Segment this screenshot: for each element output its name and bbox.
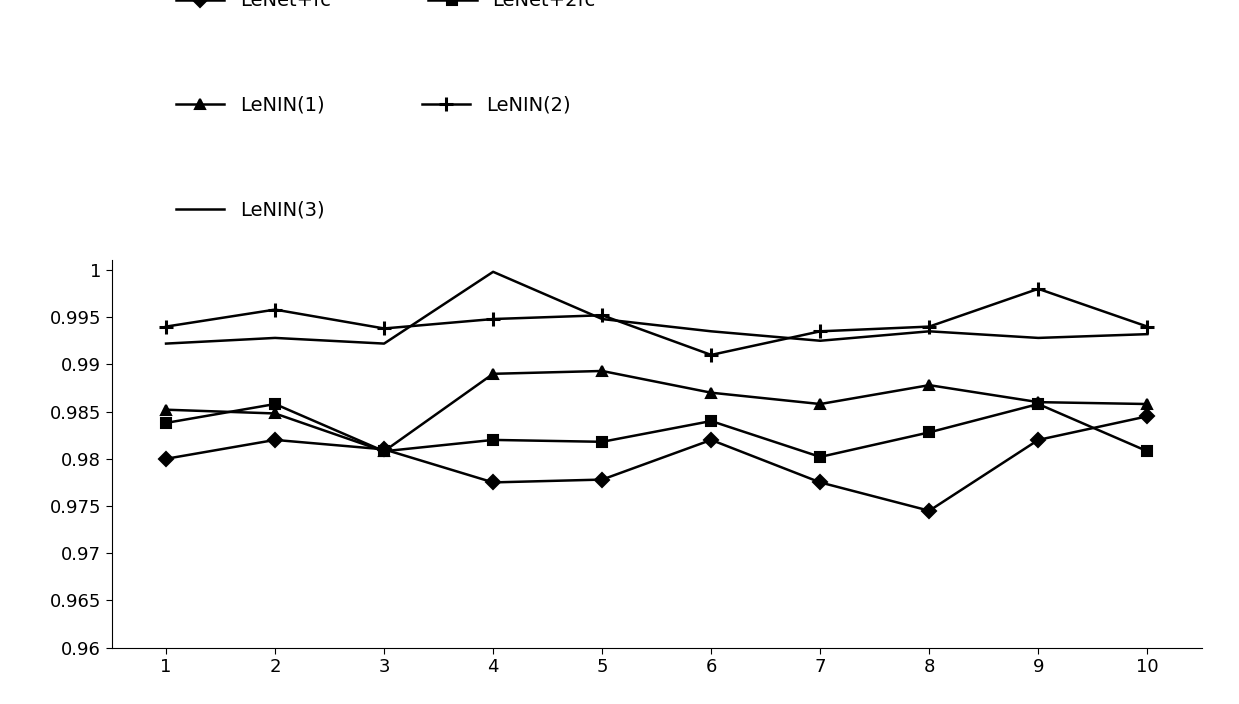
LeNIN(3) [813,337,828,345]
LeNIN(3) [704,327,719,336]
LeNIN(1) [159,406,173,414]
LeNet+2fc [595,438,610,446]
Line: LeNIN(2): LeNIN(2) [159,282,1155,362]
LeNet+2fc [486,436,501,444]
LeNIN(3) [1031,334,1046,342]
LeNet+fc [922,506,937,515]
LeNIN(1) [377,447,392,455]
LeNIN(1) [704,389,719,397]
LeNIN(3) [595,315,610,323]
LeNet+2fc [268,400,282,408]
LeNIN(2) [377,325,392,333]
LeNIN(1) [922,381,937,389]
LeNIN(2) [1140,322,1155,331]
LeNIN(1) [595,367,610,375]
LeNIN(1) [1140,400,1155,408]
LeNet+2fc [159,419,173,427]
LeNet+fc [1140,412,1155,420]
LeNIN(2) [922,322,937,331]
LeNet+fc [377,445,392,453]
LeNet+fc [159,455,173,463]
LeNet+2fc [813,453,828,461]
LeNet+2fc [922,428,937,436]
LeNet+2fc [1031,400,1046,408]
LeNIN(1) [486,370,501,378]
LeNet+fc [595,475,610,484]
LeNIN(3) [159,339,173,348]
Line: LeNet+2fc: LeNet+2fc [161,399,1152,462]
LeNet+fc [1031,436,1046,444]
Line: LeNIN(1): LeNIN(1) [161,366,1152,456]
LeNIN(2) [704,351,719,359]
LeNIN(1) [268,409,282,417]
LeNIN(2) [486,315,501,323]
LeNet+fc [486,478,501,486]
Legend: LeNIN(3): LeNIN(3) [176,201,325,220]
LeNIN(2) [595,311,610,320]
LeNIN(2) [159,322,173,331]
LeNet+fc [813,478,828,486]
Line: LeNet+fc: LeNet+fc [161,411,1152,515]
LeNIN(3) [377,339,392,348]
LeNet+2fc [704,417,719,425]
LeNIN(2) [268,306,282,314]
Line: LeNIN(3): LeNIN(3) [166,272,1147,344]
LeNIN(3) [1140,330,1155,339]
LeNIN(3) [486,268,501,276]
LeNet+2fc [1140,447,1155,455]
LeNIN(2) [1031,284,1046,293]
LeNIN(3) [268,334,282,342]
LeNet+2fc [377,447,392,455]
LeNet+fc [268,436,282,444]
LeNIN(1) [1031,398,1046,406]
LeNIN(1) [813,400,828,408]
LeNIN(2) [813,327,828,336]
LeNIN(3) [922,327,937,336]
LeNet+fc [704,436,719,444]
